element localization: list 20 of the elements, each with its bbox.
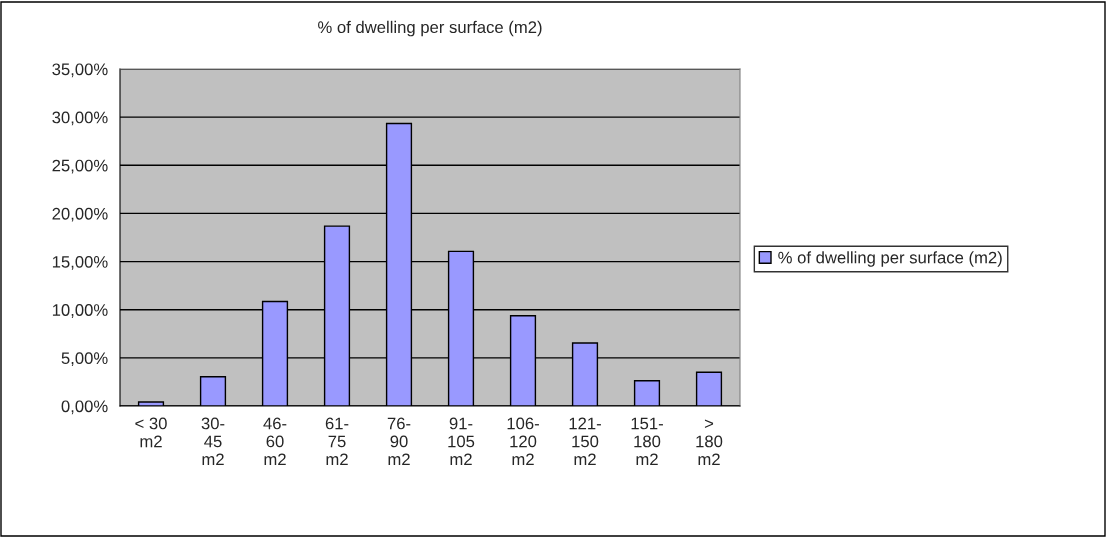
y-tick-label: 5,00% <box>61 352 108 367</box>
x-tick-label: 46-60 m2 <box>263 417 287 466</box>
y-tick-label: 30,00% <box>52 111 108 126</box>
x-tick-label: < 30 m2 <box>135 417 167 448</box>
x-tick-label: 121-150 m2 <box>569 417 601 466</box>
y-tick-label: 10,00% <box>52 304 108 318</box>
y-tick-label: 15,00% <box>52 255 108 270</box>
x-tick-label: 76-90 m2 <box>387 417 411 466</box>
y-tick-label: 35,00% <box>52 63 108 78</box>
x-tick-label: 61-75 m2 <box>325 417 349 466</box>
y-tick-label: 25,00% <box>52 159 108 174</box>
x-tick-label: > 180 m2 <box>696 419 723 466</box>
x-tick-label: 151-180 m2 <box>631 417 663 466</box>
y-tick-label: 0,00% <box>61 400 108 415</box>
x-tick-label: 91-105 m2 <box>448 417 475 466</box>
chart-title: % of dwelling per surface (m2) <box>318 20 542 37</box>
x-tick-label: 106-120 m2 <box>507 417 539 466</box>
x-tick-label: 30-45 m2 <box>201 417 225 466</box>
legend-label: % of dwelling per surface (m2) <box>778 251 1002 267</box>
y-tick-label: 20,00% <box>52 207 108 222</box>
